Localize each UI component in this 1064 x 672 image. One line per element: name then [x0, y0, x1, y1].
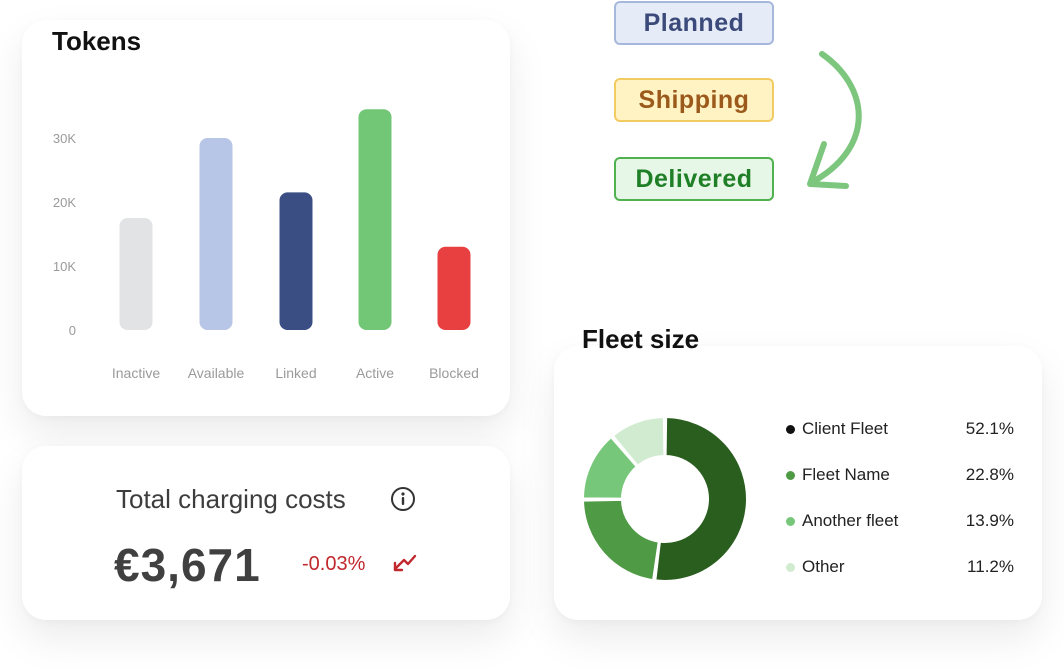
- legend-item-fleet-name: Fleet Name 22.8%: [784, 464, 1014, 488]
- status-chip-delivered: Delivered: [614, 157, 774, 201]
- legend-item-other: Other 11.2%: [784, 556, 1014, 580]
- fleet-donut-chart: [582, 416, 748, 582]
- y-tick-label: 10K: [53, 259, 76, 274]
- fleet-size-card: Fleet size Client Fleet 52.1% Fleet Name…: [554, 324, 1042, 620]
- y-tick-label: 30K: [53, 131, 76, 146]
- info-icon[interactable]: [390, 486, 416, 512]
- legend-label: Fleet Name: [802, 465, 890, 484]
- tokens-title: Tokens: [52, 26, 142, 56]
- curved-arrow-icon: [807, 51, 862, 189]
- fleet-title: Fleet size: [582, 324, 700, 354]
- legend-item-client-fleet: Client Fleet 52.1%: [784, 418, 1014, 442]
- legend-dot: [786, 563, 795, 572]
- bar-inactive[interactable]: [119, 218, 153, 330]
- legend-value: 22.8%: [965, 465, 1014, 484]
- legend-value: 52.1%: [965, 419, 1014, 438]
- bar-blocked[interactable]: [437, 246, 471, 330]
- x-tick-label: Linked: [275, 365, 316, 381]
- legend-dot: [786, 517, 795, 526]
- legend-label: Other: [802, 557, 845, 576]
- legend-label: Another fleet: [802, 511, 899, 530]
- x-tick-label: Active: [356, 365, 394, 381]
- status-chip-planned: Planned: [614, 1, 774, 45]
- x-tick-label: Blocked: [429, 365, 479, 381]
- donut-slice-fleet-name[interactable]: [582, 498, 660, 582]
- bar-active[interactable]: [358, 109, 392, 330]
- status-chip-shipping: Shipping: [614, 78, 774, 122]
- costs-title: Total charging costs: [116, 484, 346, 514]
- y-tick-label: 20K: [53, 195, 76, 210]
- legend-item-another-fleet: Another fleet 13.9%: [784, 510, 1014, 534]
- y-tick-label: 0: [69, 323, 76, 338]
- donut-slice-client-fleet[interactable]: [654, 416, 748, 582]
- legend-value: 13.9%: [965, 511, 1014, 530]
- costs-change-percent: -0.03%: [302, 553, 366, 575]
- legend-label: Client Fleet: [802, 419, 888, 438]
- tokens-card: Tokens 0 10K 20K 30K Inactive Available Linked…: [22, 20, 510, 416]
- legend-dot: [786, 471, 795, 480]
- bar-linked[interactable]: [279, 192, 313, 330]
- legend-dot: [786, 425, 795, 434]
- donut-slice-another-fleet[interactable]: [582, 436, 638, 500]
- tokens-bar-chart: 0 10K 20K 30K Inactive Available Linked Active B…: [53, 109, 479, 381]
- costs-value: €3,671: [114, 539, 261, 591]
- x-tick-label: Inactive: [112, 365, 160, 381]
- trend-down-icon: [393, 554, 417, 572]
- donut-slice-other[interactable]: [611, 416, 666, 467]
- bar-available[interactable]: [199, 138, 233, 330]
- charging-costs-card: Total charging costs €3,671 -0.03%: [22, 446, 510, 620]
- x-tick-label: Available: [188, 365, 245, 381]
- legend-value: 11.2%: [967, 557, 1014, 576]
